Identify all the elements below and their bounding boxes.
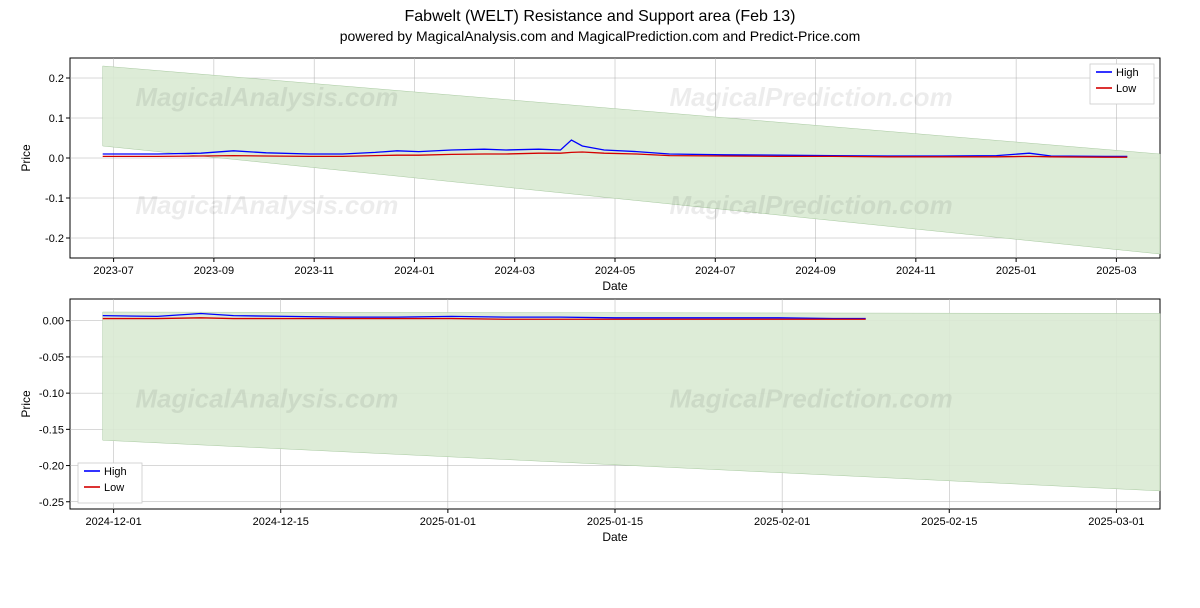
watermark: MagicalPrediction.com: [670, 82, 953, 112]
xtick-label: 2025-02-01: [754, 516, 810, 528]
legend-label: High: [1116, 67, 1139, 79]
top-chart: 2023-07 2023-09 2023-11 2024-01 2024-03 2024-…: [60, 48, 1180, 283]
chart-title: Fabwelt (WELT) Resistance and Support ar…: [0, 8, 1200, 26]
ytick-label: 0.0: [49, 153, 64, 165]
xtick-label: 2023-07: [93, 265, 133, 277]
ytick-label: -0.10: [39, 388, 64, 400]
legend-label: Low: [1116, 83, 1136, 95]
xtick-label: 2024-01: [394, 265, 434, 277]
xtick-label: 2025-03-01: [1088, 516, 1144, 528]
xtick-label: 2024-05: [595, 265, 635, 277]
x-axis-label: Date: [602, 530, 628, 544]
y-axis-label: Price: [19, 144, 33, 172]
xtick-label: 2024-07: [695, 265, 735, 277]
ytick-label: 0.00: [43, 316, 64, 328]
xtick-label: 2025-01: [996, 265, 1036, 277]
bottom-chart: 2024-12-01 2024-12-15 2025-01-01 2025-01-15…: [60, 289, 1180, 539]
ytick-label: 0.1: [49, 113, 64, 125]
xtick-label: 2025-01-15: [587, 516, 643, 528]
legend-label: Low: [104, 482, 124, 494]
xtick-label: 2024-03: [495, 265, 535, 277]
watermark: MagicalAnalysis.com: [135, 384, 398, 414]
xtick-label: 2024-09: [795, 265, 835, 277]
y-axis-label: Price: [19, 390, 33, 418]
watermark: MagicalPrediction.com: [670, 384, 953, 414]
xtick-label: 2023-11: [294, 265, 334, 277]
ytick-label: 0.2: [49, 73, 64, 85]
ytick-label: -0.1: [45, 193, 64, 205]
legend-label: High: [104, 466, 127, 478]
watermark: MagicalPrediction.com: [670, 190, 953, 220]
ytick-label: -0.25: [39, 497, 64, 509]
ytick-label: -0.15: [39, 424, 64, 436]
ytick-label: -0.20: [39, 461, 64, 473]
ytick-label: -0.2: [45, 233, 64, 245]
xtick-label: 2025-03: [1096, 265, 1136, 277]
chart-subtitle: powered by MagicalAnalysis.com and Magic…: [0, 28, 1200, 44]
xtick-label: 2025-02-15: [921, 516, 977, 528]
xtick-label: 2024-11: [896, 265, 936, 277]
xtick-label: 2023-09: [194, 265, 234, 277]
watermark: MagicalAnalysis.com: [135, 190, 398, 220]
xtick-label: 2025-01-01: [420, 516, 476, 528]
xtick-label: 2024-12-15: [253, 516, 309, 528]
watermark: MagicalAnalysis.com: [135, 82, 398, 112]
xtick-label: 2024-12-01: [85, 516, 141, 528]
ytick-label: -0.05: [39, 352, 64, 364]
